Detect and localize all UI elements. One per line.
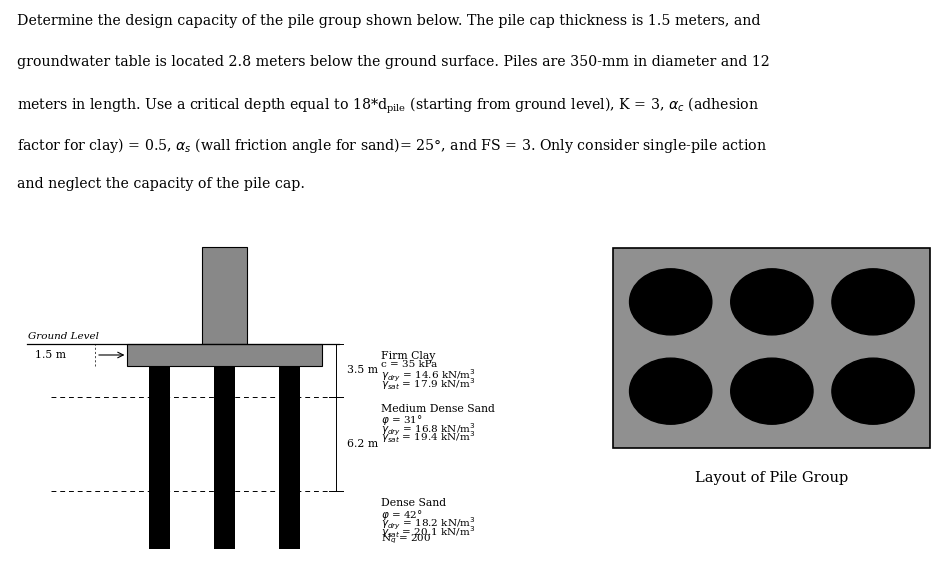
Text: groundwater table is located 2.8 meters below the ground surface. Piles are 350-: groundwater table is located 2.8 meters … <box>17 55 770 69</box>
Text: factor for clay) = 0.5, $\alpha_s$ (wall friction angle for sand)= 25$\degree$, : factor for clay) = 0.5, $\alpha_s$ (wall… <box>17 136 767 155</box>
Text: Ground Level: Ground Level <box>28 332 100 341</box>
Circle shape <box>832 358 914 424</box>
Bar <box>149 367 170 549</box>
Text: meters in length. Use a critical depth equal to 18*d$_{\mathregular{pile}}$ (sta: meters in length. Use a critical depth e… <box>17 95 759 116</box>
Circle shape <box>630 358 712 424</box>
Text: $\gamma_{dry}$ = 16.8 kN/m$^3$: $\gamma_{dry}$ = 16.8 kN/m$^3$ <box>381 421 475 438</box>
Text: 1.5 m: 1.5 m <box>35 350 66 360</box>
Text: N$_q$ = 200: N$_q$ = 200 <box>381 532 431 545</box>
Circle shape <box>832 269 914 335</box>
Text: $\varphi$ = 31$\degree$: $\varphi$ = 31$\degree$ <box>381 413 422 428</box>
Text: c = 35 kPa: c = 35 kPa <box>381 360 437 369</box>
Text: $\gamma_{sat}$ = 19.4 kN/m$^3$: $\gamma_{sat}$ = 19.4 kN/m$^3$ <box>381 430 475 446</box>
Text: 3.5 m: 3.5 m <box>347 365 378 375</box>
Bar <box>278 367 300 549</box>
Bar <box>127 343 322 367</box>
Text: Layout of Pile Group: Layout of Pile Group <box>695 471 848 485</box>
Text: and neglect the capacity of the pile cap.: and neglect the capacity of the pile cap… <box>17 177 305 191</box>
Bar <box>202 247 247 343</box>
Text: $\varphi$ = 42$\degree$: $\varphi$ = 42$\degree$ <box>381 508 422 522</box>
Text: $\gamma_{sat}$ = 20.1 kN/m$^3$: $\gamma_{sat}$ = 20.1 kN/m$^3$ <box>381 524 475 540</box>
Text: Medium Dense Sand: Medium Dense Sand <box>381 404 494 414</box>
Text: 6.2 m: 6.2 m <box>347 439 378 449</box>
Text: $\gamma_{dry}$ = 14.6 kN/m$^3$: $\gamma_{dry}$ = 14.6 kN/m$^3$ <box>381 368 475 385</box>
Circle shape <box>731 269 813 335</box>
Text: Dense Sand: Dense Sand <box>381 498 446 508</box>
Text: $\gamma_{dry}$ = 18.2 kN/m$^3$: $\gamma_{dry}$ = 18.2 kN/m$^3$ <box>381 515 475 532</box>
Circle shape <box>630 269 712 335</box>
Circle shape <box>731 358 813 424</box>
Text: Determine the design capacity of the pile group shown below. The pile cap thickn: Determine the design capacity of the pil… <box>17 14 761 28</box>
Bar <box>614 248 930 448</box>
Text: Firm Clay: Firm Clay <box>381 351 435 360</box>
Bar <box>214 367 235 549</box>
Text: $\gamma_{sat}$ = 17.9 kN/m$^3$: $\gamma_{sat}$ = 17.9 kN/m$^3$ <box>381 376 475 392</box>
